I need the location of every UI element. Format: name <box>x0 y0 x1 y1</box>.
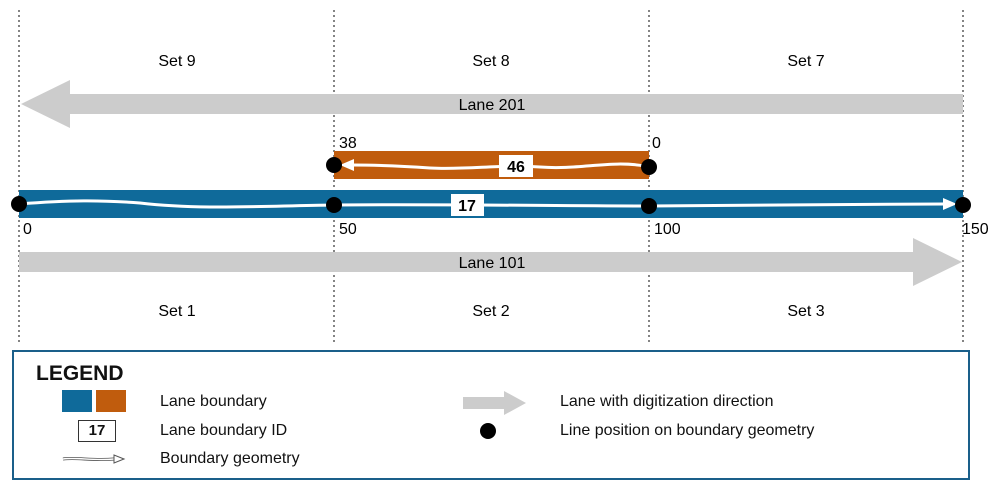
upper-tick-end: 0 <box>652 135 661 152</box>
legend: LEGEND Lane boundary 17 Lane boundary ID… <box>12 350 970 480</box>
upper-position-end <box>641 159 657 175</box>
set-label-bottom-2: Set 2 <box>472 303 509 320</box>
upper-boundary-id: 46 <box>507 159 525 176</box>
set-label-top-3: Set 7 <box>787 53 824 70</box>
legend-geometry-icon <box>62 454 126 464</box>
main-position-0 <box>11 196 27 212</box>
legend-lane-arrow-icon <box>463 391 526 415</box>
legend-line-position: Line position on boundary geometry <box>560 422 815 439</box>
main-tick-150: 150 <box>962 221 989 238</box>
lane-201-arrow <box>21 80 963 128</box>
main-position-100 <box>641 198 657 214</box>
set-label-top-1: Set 9 <box>158 53 195 70</box>
main-boundary-geometry <box>18 199 946 209</box>
main-position-150 <box>955 197 971 213</box>
lane-101-label: Lane 101 <box>459 255 526 272</box>
main-geometry-arrowhead <box>943 198 957 210</box>
main-tick-50: 50 <box>339 221 357 238</box>
set-label-top-2: Set 8 <box>472 53 509 70</box>
upper-position-start <box>326 157 342 173</box>
main-boundary-id-box <box>451 194 484 216</box>
legend-swatch-orange <box>96 390 126 412</box>
lane-201-label: Lane 201 <box>459 97 526 114</box>
legend-lane-boundary-id: Lane boundary ID <box>160 422 288 439</box>
legend-id-example: 17 <box>78 420 116 442</box>
upper-boundary-geometry <box>351 162 646 170</box>
legend-position-icon <box>480 423 496 439</box>
upper-tick-start: 38 <box>339 135 357 152</box>
lane-diagram: Set 9 Set 8 Set 7 Lane 201 38 0 46 17 0 … <box>11 10 989 345</box>
main-position-50 <box>326 197 342 213</box>
lane-101-arrow <box>19 238 962 286</box>
main-boundary-id: 17 <box>458 198 476 215</box>
upper-boundary-id-box <box>499 155 533 177</box>
legend-lane-boundary: Lane boundary <box>160 393 267 410</box>
legend-boundary-geometry: Boundary geometry <box>160 450 300 467</box>
set-label-bottom-3: Set 3 <box>787 303 824 320</box>
main-tick-100: 100 <box>654 221 681 238</box>
legend-swatch-blue <box>62 390 92 412</box>
legend-lane-direction: Lane with digitization direction <box>560 393 774 410</box>
legend-title: LEGEND <box>36 362 124 385</box>
set-label-bottom-1: Set 1 <box>158 303 195 320</box>
upper-geometry-arrowhead <box>340 159 354 171</box>
main-tick-0: 0 <box>23 221 32 238</box>
